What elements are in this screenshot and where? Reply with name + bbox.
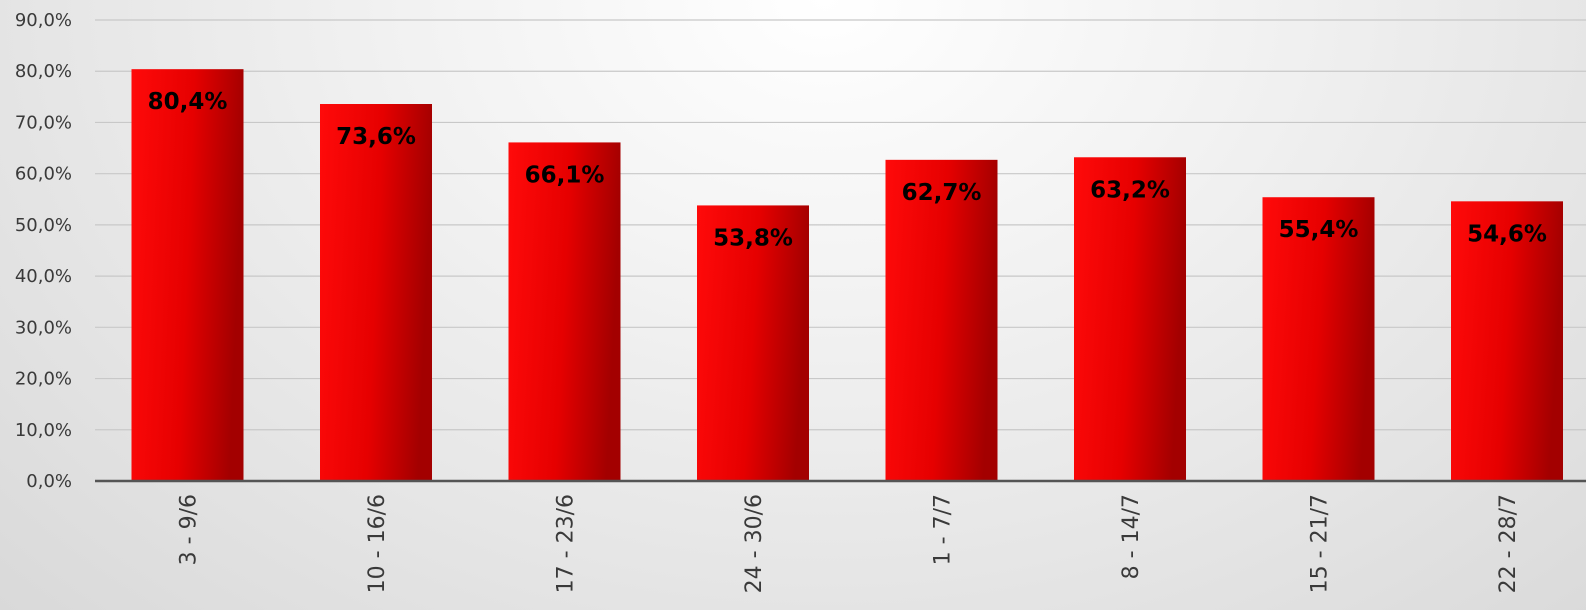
data-label: 66,1% bbox=[525, 162, 605, 188]
x-category-label: 1 - 7/7 bbox=[931, 494, 956, 565]
data-label: 73,6% bbox=[336, 124, 416, 150]
x-category-label: 3 - 9/6 bbox=[177, 494, 202, 565]
data-label: 63,2% bbox=[1090, 177, 1170, 203]
data-label: 80,4% bbox=[148, 89, 228, 115]
bar bbox=[1074, 157, 1186, 481]
y-tick-label: 0,0% bbox=[26, 471, 72, 492]
y-tick-label: 10,0% bbox=[15, 420, 72, 441]
y-tick-label: 40,0% bbox=[15, 266, 72, 287]
data-label: 54,6% bbox=[1467, 221, 1547, 247]
y-tick-label: 30,0% bbox=[15, 317, 72, 338]
x-axis-category-labels: 3 - 9/6 10 - 16/6 17 - 23/6 24 - 30/6 1 - 7/… bbox=[177, 494, 1522, 593]
x-category-label: 15 - 21/7 bbox=[1308, 494, 1333, 593]
bars bbox=[131, 69, 1563, 481]
bar bbox=[885, 159, 998, 481]
bar bbox=[1451, 201, 1563, 481]
data-label: 55,4% bbox=[1279, 217, 1359, 243]
bar bbox=[1262, 197, 1375, 481]
x-category-label: 22 - 28/7 bbox=[1496, 494, 1521, 593]
bar bbox=[697, 205, 809, 481]
y-tick-label: 20,0% bbox=[15, 369, 72, 390]
x-category-label: 8 - 14/7 bbox=[1119, 494, 1144, 579]
bar bbox=[508, 142, 621, 481]
x-category-label: 24 - 30/6 bbox=[742, 494, 767, 593]
data-label: 62,7% bbox=[902, 180, 982, 206]
y-tick-label: 80,0% bbox=[15, 61, 72, 82]
data-label: 53,8% bbox=[713, 225, 793, 251]
bar bbox=[320, 104, 432, 481]
y-tick-label: 60,0% bbox=[15, 164, 72, 185]
bar bbox=[131, 69, 244, 481]
y-axis-tick-labels: 0,0% 10,0% 20,0% 30,0% 40,0% 50,0% 60,0% 70,0% 8… bbox=[15, 10, 72, 492]
data-labels: 80,4% 73,6% 66,1% 53,8% 62,7% 63,2% 55,4% 54,6% bbox=[148, 89, 1547, 251]
y-tick-label: 90,0% bbox=[15, 10, 72, 31]
y-tick-label: 70,0% bbox=[15, 112, 72, 133]
y-tick-label: 50,0% bbox=[15, 215, 72, 236]
x-category-label: 10 - 16/6 bbox=[365, 494, 390, 593]
x-category-label: 17 - 23/6 bbox=[554, 494, 579, 593]
